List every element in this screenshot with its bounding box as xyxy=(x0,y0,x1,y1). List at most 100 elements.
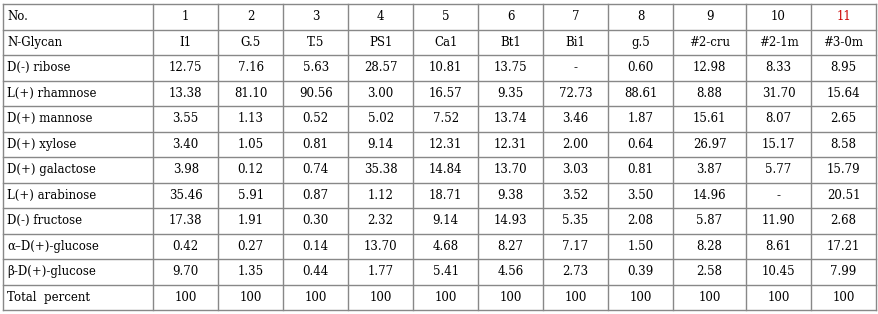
Text: 9.38: 9.38 xyxy=(497,189,523,202)
Text: 100: 100 xyxy=(175,291,197,304)
Text: 2.32: 2.32 xyxy=(367,214,393,227)
Text: 0.64: 0.64 xyxy=(627,138,653,151)
Text: 11.90: 11.90 xyxy=(761,214,795,227)
Text: 100: 100 xyxy=(564,291,586,304)
Text: Bi1: Bi1 xyxy=(565,36,585,49)
Text: 0.27: 0.27 xyxy=(237,240,263,253)
Text: 9.70: 9.70 xyxy=(172,265,198,278)
Text: 2.08: 2.08 xyxy=(627,214,652,227)
Text: α–D(+)-glucose: α–D(+)-glucose xyxy=(7,240,98,253)
Text: 31.70: 31.70 xyxy=(761,87,795,100)
Text: 11: 11 xyxy=(835,10,850,23)
Text: 8.33: 8.33 xyxy=(765,61,791,74)
Text: 1.13: 1.13 xyxy=(237,112,263,125)
Text: 12.31: 12.31 xyxy=(428,138,462,151)
Text: 7.16: 7.16 xyxy=(237,61,263,74)
Text: 8.07: 8.07 xyxy=(765,112,791,125)
Text: L(+) rhamnose: L(+) rhamnose xyxy=(7,87,97,100)
Text: 2.65: 2.65 xyxy=(830,112,855,125)
Text: #2-1m: #2-1m xyxy=(758,36,797,49)
Text: 1.77: 1.77 xyxy=(367,265,393,278)
Text: 10.81: 10.81 xyxy=(428,61,462,74)
Text: L(+) arabinose: L(+) arabinose xyxy=(7,189,96,202)
Text: 18.71: 18.71 xyxy=(428,189,462,202)
Text: 14.93: 14.93 xyxy=(493,214,527,227)
Text: 13.74: 13.74 xyxy=(493,112,527,125)
Text: 5.87: 5.87 xyxy=(695,214,722,227)
Text: 17.38: 17.38 xyxy=(169,214,202,227)
Text: T.5: T.5 xyxy=(306,36,324,49)
Text: 9.35: 9.35 xyxy=(497,87,523,100)
Text: 81.10: 81.10 xyxy=(234,87,267,100)
Text: 5.41: 5.41 xyxy=(432,265,458,278)
Text: 5.91: 5.91 xyxy=(237,189,263,202)
Text: 0.87: 0.87 xyxy=(302,189,328,202)
Text: 100: 100 xyxy=(697,291,720,304)
Text: 15.79: 15.79 xyxy=(826,163,860,176)
Text: #3-0m: #3-0m xyxy=(823,36,862,49)
Text: 72.73: 72.73 xyxy=(558,87,592,100)
Text: 35.46: 35.46 xyxy=(169,189,202,202)
Text: 0.74: 0.74 xyxy=(302,163,328,176)
Text: N-Glycan: N-Glycan xyxy=(7,36,62,49)
Text: D(+) galactose: D(+) galactose xyxy=(7,163,96,176)
Text: 1.05: 1.05 xyxy=(237,138,263,151)
Text: 0.14: 0.14 xyxy=(302,240,328,253)
Text: 90.56: 90.56 xyxy=(299,87,332,100)
Text: Bt1: Bt1 xyxy=(500,36,521,49)
Text: 1.12: 1.12 xyxy=(367,189,393,202)
Text: 8.95: 8.95 xyxy=(830,61,855,74)
Text: 5: 5 xyxy=(442,10,449,23)
Text: 7.99: 7.99 xyxy=(830,265,856,278)
Text: 3: 3 xyxy=(312,10,319,23)
Text: 0.44: 0.44 xyxy=(302,265,328,278)
Text: 13.75: 13.75 xyxy=(493,61,527,74)
Text: 100: 100 xyxy=(499,291,522,304)
Text: #2-cru: #2-cru xyxy=(688,36,730,49)
Text: 17.21: 17.21 xyxy=(826,240,860,253)
Text: 0.12: 0.12 xyxy=(237,163,263,176)
Text: 15.17: 15.17 xyxy=(761,138,795,151)
Text: 3.50: 3.50 xyxy=(627,189,653,202)
Text: 1.91: 1.91 xyxy=(237,214,263,227)
Text: 3.00: 3.00 xyxy=(367,87,393,100)
Text: 100: 100 xyxy=(304,291,327,304)
Text: 13.70: 13.70 xyxy=(363,240,397,253)
Text: 9: 9 xyxy=(705,10,712,23)
Text: 8.27: 8.27 xyxy=(497,240,523,253)
Text: -: - xyxy=(775,189,780,202)
Text: 8.61: 8.61 xyxy=(765,240,791,253)
Text: β-D(+)-glucose: β-D(+)-glucose xyxy=(7,265,96,278)
Text: 88.61: 88.61 xyxy=(623,87,657,100)
Text: 3.40: 3.40 xyxy=(172,138,198,151)
Text: I1: I1 xyxy=(179,36,191,49)
Text: Ca1: Ca1 xyxy=(434,36,457,49)
Text: 9.14: 9.14 xyxy=(432,214,458,227)
Text: 2.00: 2.00 xyxy=(562,138,588,151)
Text: 1.50: 1.50 xyxy=(627,240,653,253)
Text: 2: 2 xyxy=(247,10,254,23)
Text: 0.52: 0.52 xyxy=(302,112,328,125)
Text: 14.84: 14.84 xyxy=(428,163,462,176)
Text: 15.61: 15.61 xyxy=(692,112,725,125)
Text: D(-) fructose: D(-) fructose xyxy=(7,214,82,227)
Text: 8: 8 xyxy=(636,10,644,23)
Text: 12.31: 12.31 xyxy=(493,138,527,151)
Text: 4.56: 4.56 xyxy=(497,265,523,278)
Text: No.: No. xyxy=(7,10,28,23)
Text: 0.39: 0.39 xyxy=(627,265,653,278)
Text: 10: 10 xyxy=(770,10,785,23)
Text: 0.42: 0.42 xyxy=(172,240,198,253)
Text: 2.68: 2.68 xyxy=(830,214,855,227)
Text: 3.03: 3.03 xyxy=(562,163,588,176)
Text: 5.02: 5.02 xyxy=(367,112,393,125)
Text: 12.75: 12.75 xyxy=(169,61,202,74)
Text: D(+) xylose: D(+) xylose xyxy=(7,138,76,151)
Text: D(-) ribose: D(-) ribose xyxy=(7,61,70,74)
Text: 100: 100 xyxy=(434,291,457,304)
Text: 9.14: 9.14 xyxy=(367,138,393,151)
Text: D(+) mannose: D(+) mannose xyxy=(7,112,92,125)
Text: 4: 4 xyxy=(377,10,384,23)
Text: G.5: G.5 xyxy=(241,36,261,49)
Text: 3.52: 3.52 xyxy=(562,189,588,202)
